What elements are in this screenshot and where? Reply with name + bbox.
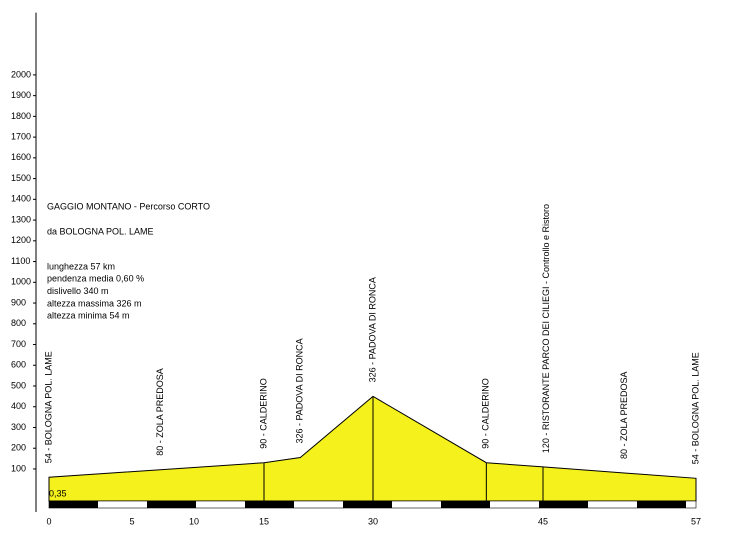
y-tick-label: 200: [11, 443, 26, 453]
scale-block: [147, 501, 196, 508]
annotation: dislivello 340 m: [47, 286, 109, 296]
x-tick-label: 30: [368, 516, 378, 526]
waypoint-label: 326 - PADOVA DI RONCA: [295, 338, 305, 443]
waypoint-label: 120 - RISTORANTE PARCO DEI CILIEGI - Con…: [541, 204, 551, 453]
y-tick-label: 2000: [11, 69, 31, 79]
x-tick-label: 0: [46, 516, 51, 526]
y-tick-label: 400: [11, 401, 26, 411]
x-tick-label: 10: [189, 516, 199, 526]
y-tick-label: 1300: [11, 214, 31, 224]
scale-block: [343, 501, 392, 508]
y-tick-label: 300: [11, 422, 26, 432]
y-tick-label: 900: [11, 297, 26, 307]
annotation: pendenza media 0,60 %: [47, 274, 144, 284]
waypoint-label: 80 - ZOLA PREDOSA: [155, 368, 165, 456]
y-tick-label: 100: [11, 463, 26, 473]
waypoint-label: 326 - PADOVA DI RONCA: [367, 277, 377, 382]
scale-block: [637, 501, 686, 508]
y-tick-label: 1100: [11, 256, 30, 266]
y-tick-label: 800: [11, 318, 26, 328]
y-tick-label: 1400: [11, 194, 31, 204]
x-tick-label: 45: [538, 516, 548, 526]
scale-block: [441, 501, 490, 508]
y-tick-label: 500: [11, 380, 26, 390]
waypoint-label: 54 - BOLOGNA POL. LAME: [690, 352, 700, 464]
annotation: altezza massima 326 m: [47, 298, 142, 308]
y-tick-label: 700: [11, 339, 26, 349]
start-label: 0,35: [49, 488, 67, 498]
x-tick-label: 15: [259, 516, 269, 526]
waypoint-label: 90 - CALDERINO: [481, 378, 491, 449]
chart-title: GAGGIO MONTANO - Percorso CORTO: [47, 201, 210, 211]
y-tick-label: 1900: [11, 90, 31, 100]
scale-block: [539, 501, 588, 508]
y-tick-label: 1000: [11, 277, 31, 287]
y-tick-label: 600: [11, 360, 26, 370]
waypoint-label: 54 - BOLOGNA POL. LAME: [43, 351, 53, 463]
waypoint-label: 80 - ZOLA PREDOSA: [619, 371, 629, 459]
y-tick-label: 1700: [11, 131, 31, 141]
x-tick-label: 57: [691, 516, 701, 526]
x-tick-label: 5: [129, 516, 134, 526]
y-tick-label: 1200: [11, 235, 31, 245]
y-tick-label: 1500: [11, 173, 31, 183]
annotation: lunghezza 57 km: [47, 261, 115, 271]
scale-block: [245, 501, 294, 508]
scale-block: [49, 501, 98, 508]
y-tick-label: 1800: [11, 111, 31, 121]
waypoint-label: 90 - CALDERINO: [258, 378, 268, 449]
annotation: altezza minima 54 m: [47, 311, 130, 321]
chart-subtitle: da BOLOGNA POL. LAME: [47, 226, 154, 236]
y-tick-label: 1600: [11, 152, 31, 162]
